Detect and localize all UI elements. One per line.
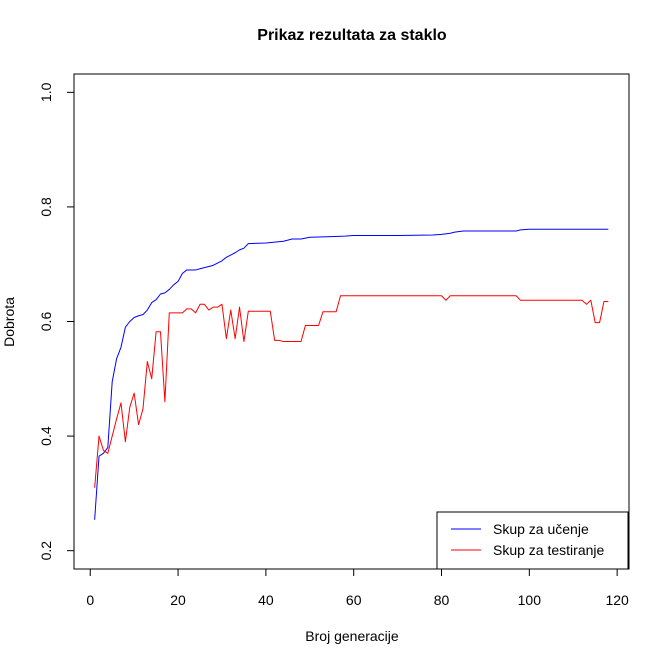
series-layer bbox=[94, 228, 609, 520]
legend: Skup za učenje Skup za testiranje bbox=[436, 511, 629, 570]
legend-label-1: Skup za učenje bbox=[493, 521, 589, 537]
x-tick-label: 120 bbox=[605, 592, 629, 608]
chart-title: Prikaz rezultata za staklo bbox=[257, 27, 447, 44]
y-axis-label: Dobrota bbox=[1, 297, 17, 347]
x-tick-label: 60 bbox=[346, 592, 362, 608]
legend-label-2: Skup za testiranje bbox=[493, 542, 604, 558]
x-axis-label: Broj generacije bbox=[305, 628, 399, 644]
x-tick-label: 100 bbox=[518, 592, 542, 608]
x-tick-label: 0 bbox=[86, 592, 94, 608]
legend-box bbox=[436, 511, 629, 570]
y-tick-label: 0.4 bbox=[38, 426, 54, 446]
y-tick-label: 0.6 bbox=[38, 312, 54, 332]
x-tick-label: 40 bbox=[258, 592, 274, 608]
x-tick-label: 20 bbox=[170, 592, 186, 608]
x-tick-label: 80 bbox=[434, 592, 450, 608]
y-tick-label: 0.8 bbox=[38, 197, 54, 217]
series-line-2 bbox=[94, 295, 609, 488]
y-tick-label: 0.2 bbox=[38, 541, 54, 561]
y-axis: 0.2 0.4 0.6 0.8 1.0 bbox=[38, 82, 75, 561]
x-axis: 0 20 40 60 80 100 120 bbox=[86, 568, 629, 608]
plot-frame bbox=[73, 73, 630, 570]
series-line-1 bbox=[94, 228, 609, 520]
y-tick-label: 1.0 bbox=[38, 82, 54, 102]
